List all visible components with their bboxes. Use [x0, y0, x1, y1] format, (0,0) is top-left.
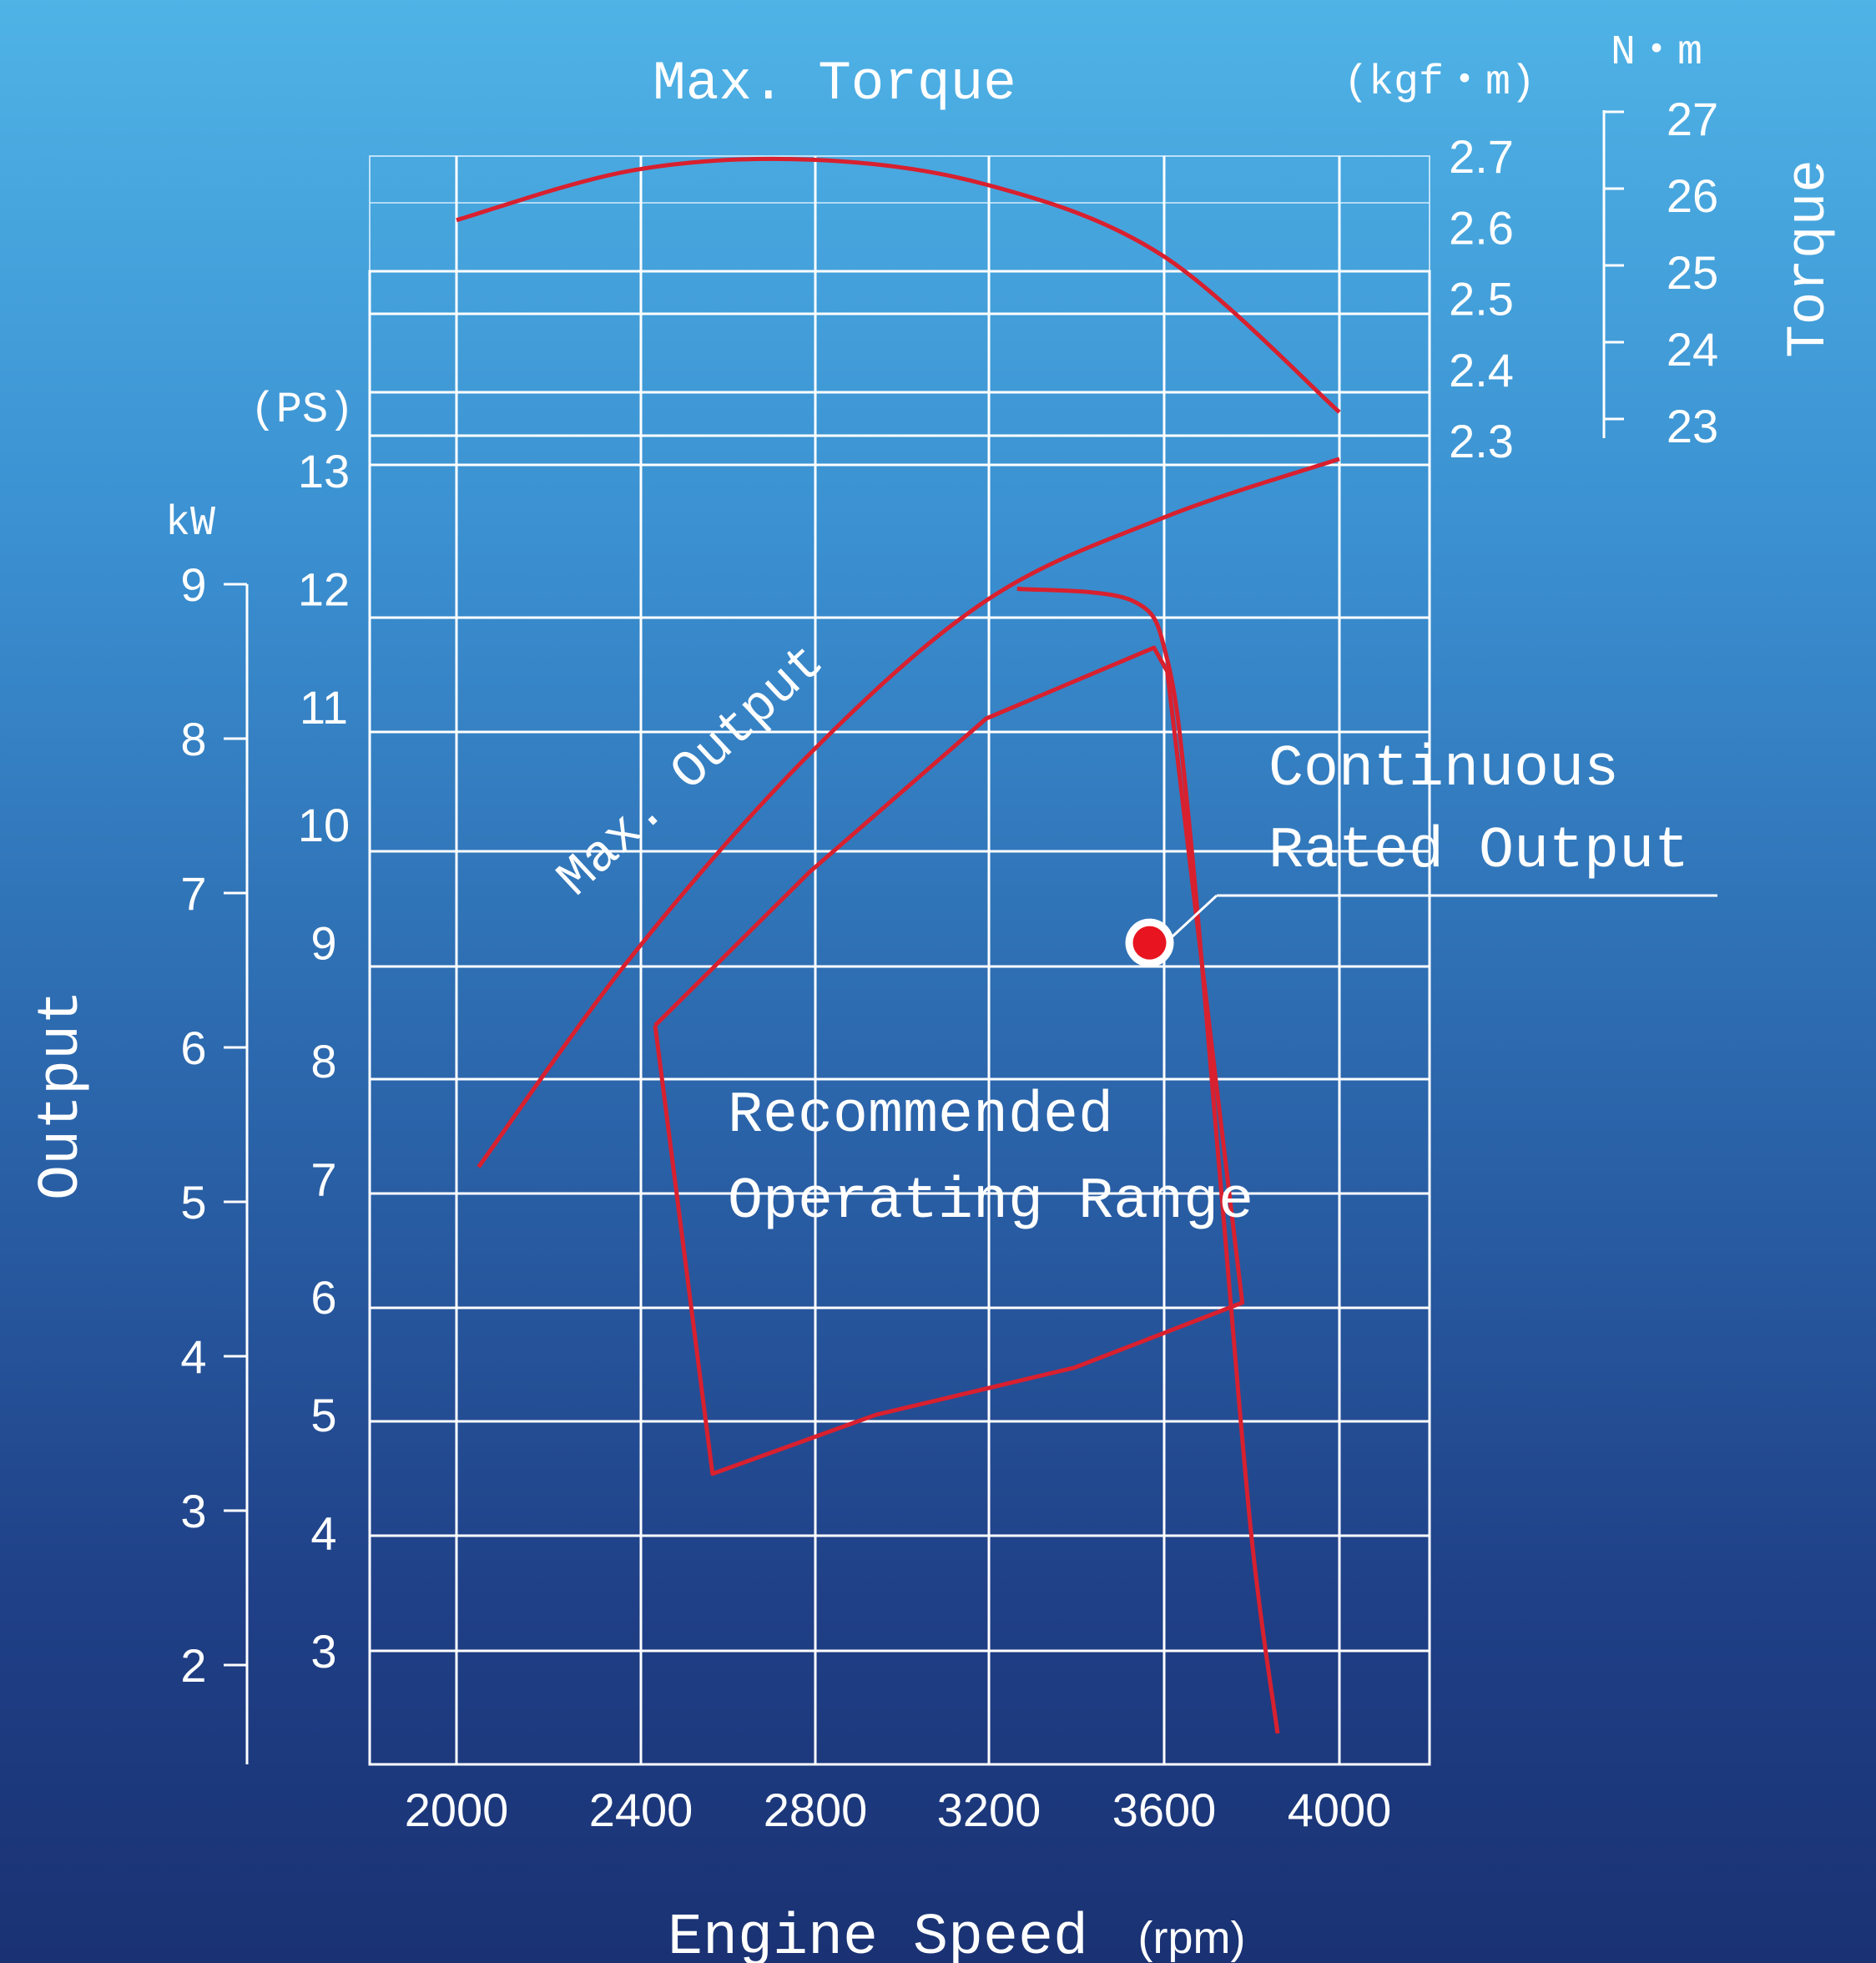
kw-tick-label: 7: [180, 867, 206, 920]
nm-tick-label: 27: [1667, 93, 1718, 145]
ps-tick-label: 6: [310, 1271, 336, 1324]
x-tick-label: 2000: [405, 1784, 509, 1836]
rated-point-dot: [1132, 926, 1167, 960]
kgfm-tick-label: 2.5: [1449, 273, 1514, 325]
ps-tick-label: 12: [298, 563, 350, 615]
kgfm-tick-label: 2.4: [1449, 344, 1514, 396]
axes: [245, 110, 1606, 1764]
nm-tick-label: 23: [1667, 400, 1718, 452]
continuous-rated-output-curve: [1016, 586, 1280, 1734]
ps-tick-label: 8: [310, 1035, 336, 1087]
ps-tick-label: 5: [310, 1389, 336, 1441]
torque-kgfm-unit: (kgf・m): [1344, 59, 1536, 107]
kw-tick-label: 9: [180, 558, 206, 611]
ps-tick-label: 10: [298, 799, 350, 851]
ps-tick-label: 9: [310, 917, 336, 970]
recommended-operating-range-curve: [653, 645, 1245, 1476]
nm-tick-label: 25: [1667, 246, 1718, 299]
x-tick-label: 2800: [764, 1784, 868, 1836]
ps-tick-label: 11: [300, 681, 348, 734]
max-output-curve: [477, 457, 1340, 1168]
x-tick-label: 2400: [589, 1784, 693, 1836]
x-axis-label: Engine Speed: [668, 1905, 1088, 1963]
ps-tick-label: 13: [298, 445, 350, 497]
ps-tick-label: 3: [310, 1625, 336, 1678]
continuous-annotation-line2: Rated Output: [1268, 819, 1689, 885]
torque-nm-unit: N・m: [1611, 29, 1702, 77]
kw-tick-label: 2: [180, 1639, 206, 1692]
series-lines: [456, 156, 1341, 1734]
x-tick-label: 3600: [1112, 1784, 1217, 1836]
kgfm-tick-label: 2.6: [1449, 201, 1514, 254]
kw-unit: kW: [165, 500, 215, 548]
x-tick-label: 4000: [1288, 1784, 1392, 1836]
x-tick-label: 3200: [937, 1784, 1041, 1836]
kw-tick-label: 8: [180, 713, 206, 765]
rated-point-leader: [1171, 894, 1218, 938]
kw-tick-label: 5: [180, 1176, 206, 1229]
output-axis-label: Output: [29, 990, 95, 1200]
max-torque-curve: [456, 156, 1341, 414]
kw-tick-label: 6: [180, 1022, 206, 1074]
plot-frame: [368, 270, 1431, 1766]
grid: [368, 155, 1431, 1766]
nm-tick-label: 26: [1667, 169, 1718, 222]
torque-axis-label: Torque: [1778, 159, 1840, 358]
kw-tick-label: 4: [180, 1330, 206, 1383]
continuous-annotation-line1: Continuous: [1268, 737, 1619, 803]
chart-title: Max. Torque: [653, 53, 1016, 115]
ps-unit: (PS): [250, 386, 355, 435]
rated-point-marker: [1125, 918, 1174, 967]
recommended-annotation-line2: Operating Range: [728, 1169, 1253, 1235]
kw-tick-label: 3: [180, 1485, 206, 1537]
recommended-annotation-line1: Recommended: [728, 1083, 1113, 1149]
kgfm-tick-label: 2.7: [1449, 130, 1514, 183]
kgfm-tick-label: 2.3: [1449, 415, 1514, 467]
ps-tick-label: 4: [310, 1507, 336, 1560]
x-axis-unit: (rpm): [1138, 1913, 1246, 1963]
tick-labels: 2000 2400 2800 3200 3600 4000 13 12 11 10 9 8 7 6 5 4 3 9…: [180, 93, 1718, 1836]
torque-grid-frame: [369, 155, 1430, 272]
nm-tick-label: 24: [1667, 323, 1718, 376]
ps-tick-label: 7: [310, 1153, 336, 1205]
